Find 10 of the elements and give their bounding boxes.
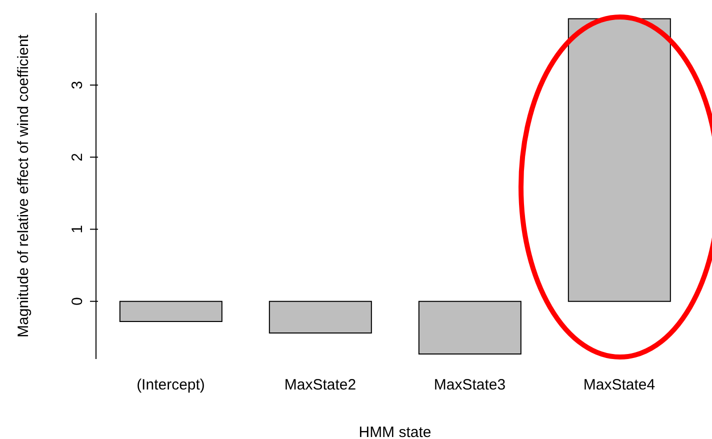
y-tick-label: 2 — [69, 152, 86, 162]
y-tick-label: 3 — [69, 80, 86, 90]
y-axis-title: Magnitude of relative effect of wind coefficient — [15, 34, 32, 338]
x-tick-label: (Intercept) — [136, 376, 205, 394]
x-axis-title: HMM state — [358, 424, 432, 439]
x-tick-label: MaxState2 — [284, 376, 356, 394]
x-tick-label: MaxState3 — [434, 376, 506, 394]
x-tick-label: MaxState4 — [583, 376, 656, 394]
y-tick-label: 0 — [69, 297, 86, 306]
y-tick-label: 1 — [69, 225, 86, 234]
